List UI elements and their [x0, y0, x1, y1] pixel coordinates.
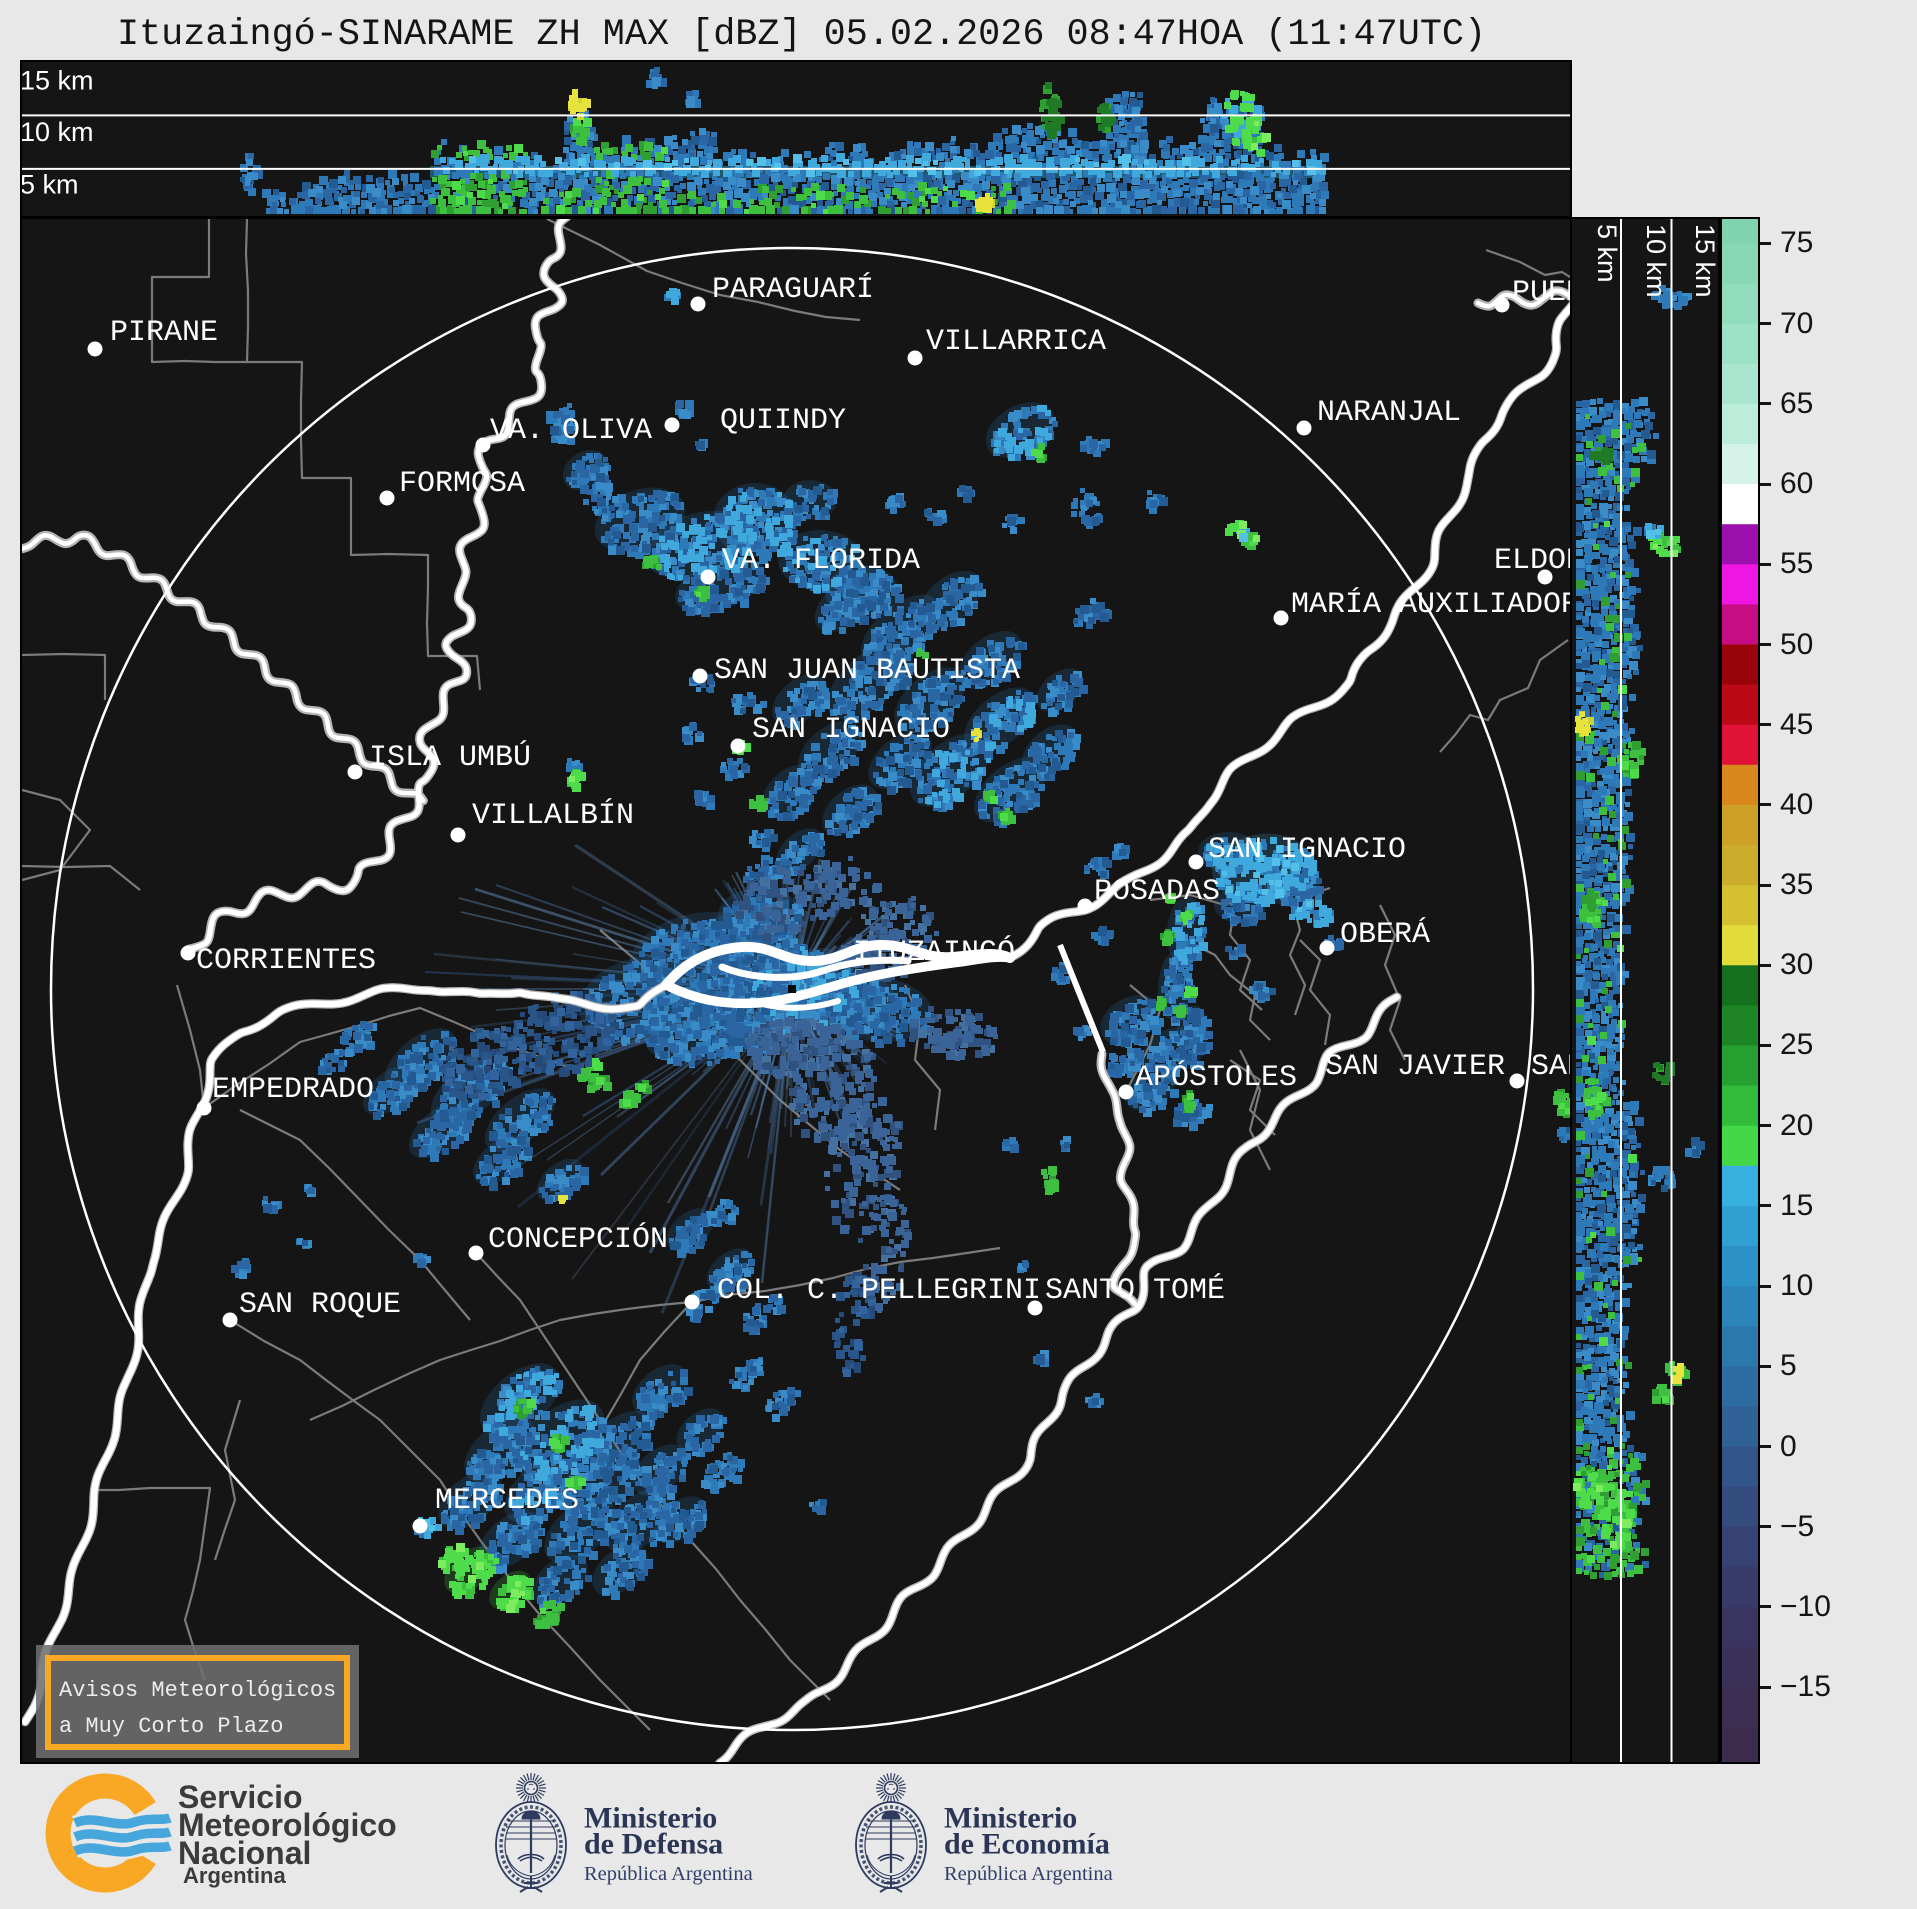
svg-text:VA. FLORIDA: VA. FLORIDA: [722, 544, 920, 578]
svg-text:QUIINDY: QUIINDY: [720, 404, 846, 438]
svg-text:MERCEDES: MERCEDES: [435, 1484, 579, 1518]
svg-text:a Muy Corto Plazo: a Muy Corto Plazo: [59, 1714, 283, 1739]
svg-text:ISLA UMBÚ: ISLA UMBÚ: [369, 740, 531, 775]
svg-text:de Defensa: de Defensa: [584, 1828, 723, 1861]
svg-text:Ministerio: Ministerio: [944, 1802, 1077, 1835]
svg-text:APÓSTOLES: APÓSTOLES: [1135, 1060, 1297, 1095]
svg-text:SAN IGNACIO: SAN IGNACIO: [752, 713, 950, 747]
svg-text:POSADAS: POSADAS: [1094, 875, 1220, 909]
svg-text:Avisos Meteorológicos: Avisos Meteorológicos: [59, 1678, 336, 1703]
svg-text:COL. C. PELLEGRINI: COL. C. PELLEGRINI: [717, 1274, 1041, 1308]
svg-text:Meteorológico: Meteorológico: [178, 1807, 397, 1843]
svg-text:NARANJAL: NARANJAL: [1317, 396, 1461, 430]
svg-text:PARAGUARÍ: PARAGUARÍ: [712, 272, 874, 307]
svg-text:PUER: PUER: [1512, 276, 1570, 310]
svg-text:VA. OLIVA: VA. OLIVA: [490, 414, 652, 448]
svg-text:CONCEPCIÓN: CONCEPCIÓN: [488, 1222, 668, 1257]
svg-text:Nacional: Nacional: [178, 1835, 311, 1871]
svg-text:15 km: 15 km: [22, 66, 94, 96]
svg-text:Servicio: Servicio: [178, 1779, 303, 1815]
svg-text:PIRANE: PIRANE: [110, 316, 218, 350]
svg-text:Ministerio: Ministerio: [584, 1802, 717, 1835]
svg-text:SAN ROQUE: SAN ROQUE: [239, 1288, 401, 1322]
svg-text:EMPEDRADO: EMPEDRADO: [212, 1073, 374, 1107]
svg-text:CORRIENTES: CORRIENTES: [196, 944, 376, 978]
svg-text:VILLALBÍN: VILLALBÍN: [472, 798, 634, 833]
svg-text:de Economía: de Economía: [944, 1828, 1110, 1861]
svg-text:15 km: 15 km: [1690, 224, 1718, 298]
svg-text:VILLARRICA: VILLARRICA: [926, 325, 1106, 359]
svg-text:SAN JAVIER: SAN JAVIER: [1325, 1050, 1505, 1084]
svg-text:SAN JUAN BAUTISTA: SAN JUAN BAUTISTA: [714, 654, 1020, 688]
svg-text:5 km: 5 km: [22, 170, 79, 200]
svg-text:ELDORADO: ELDORADO: [1494, 544, 1570, 578]
svg-text:10 km: 10 km: [1641, 224, 1671, 298]
svg-text:5 km: 5 km: [1592, 224, 1622, 283]
svg-text:SAN IGNACIO: SAN IGNACIO: [1208, 833, 1406, 867]
svg-text:SANTO TOMÉ: SANTO TOMÉ: [1045, 1273, 1225, 1308]
svg-text:SAN: SAN: [1531, 1050, 1570, 1084]
svg-text:República Argentina: República Argentina: [584, 1863, 753, 1885]
svg-text:MARÍA AUXILIADORA: MARÍA AUXILIADORA: [1291, 587, 1570, 622]
svg-text:OBERÁ: OBERÁ: [1340, 917, 1430, 952]
svg-text:FORMOSA: FORMOSA: [399, 467, 525, 501]
svg-text:ITUZAINGÓ: ITUZAINGÓ: [853, 935, 1015, 970]
svg-text:República Argentina: República Argentina: [944, 1863, 1113, 1885]
svg-text:10 km: 10 km: [22, 117, 94, 147]
svg-text:Argentina: Argentina: [183, 1863, 286, 1888]
